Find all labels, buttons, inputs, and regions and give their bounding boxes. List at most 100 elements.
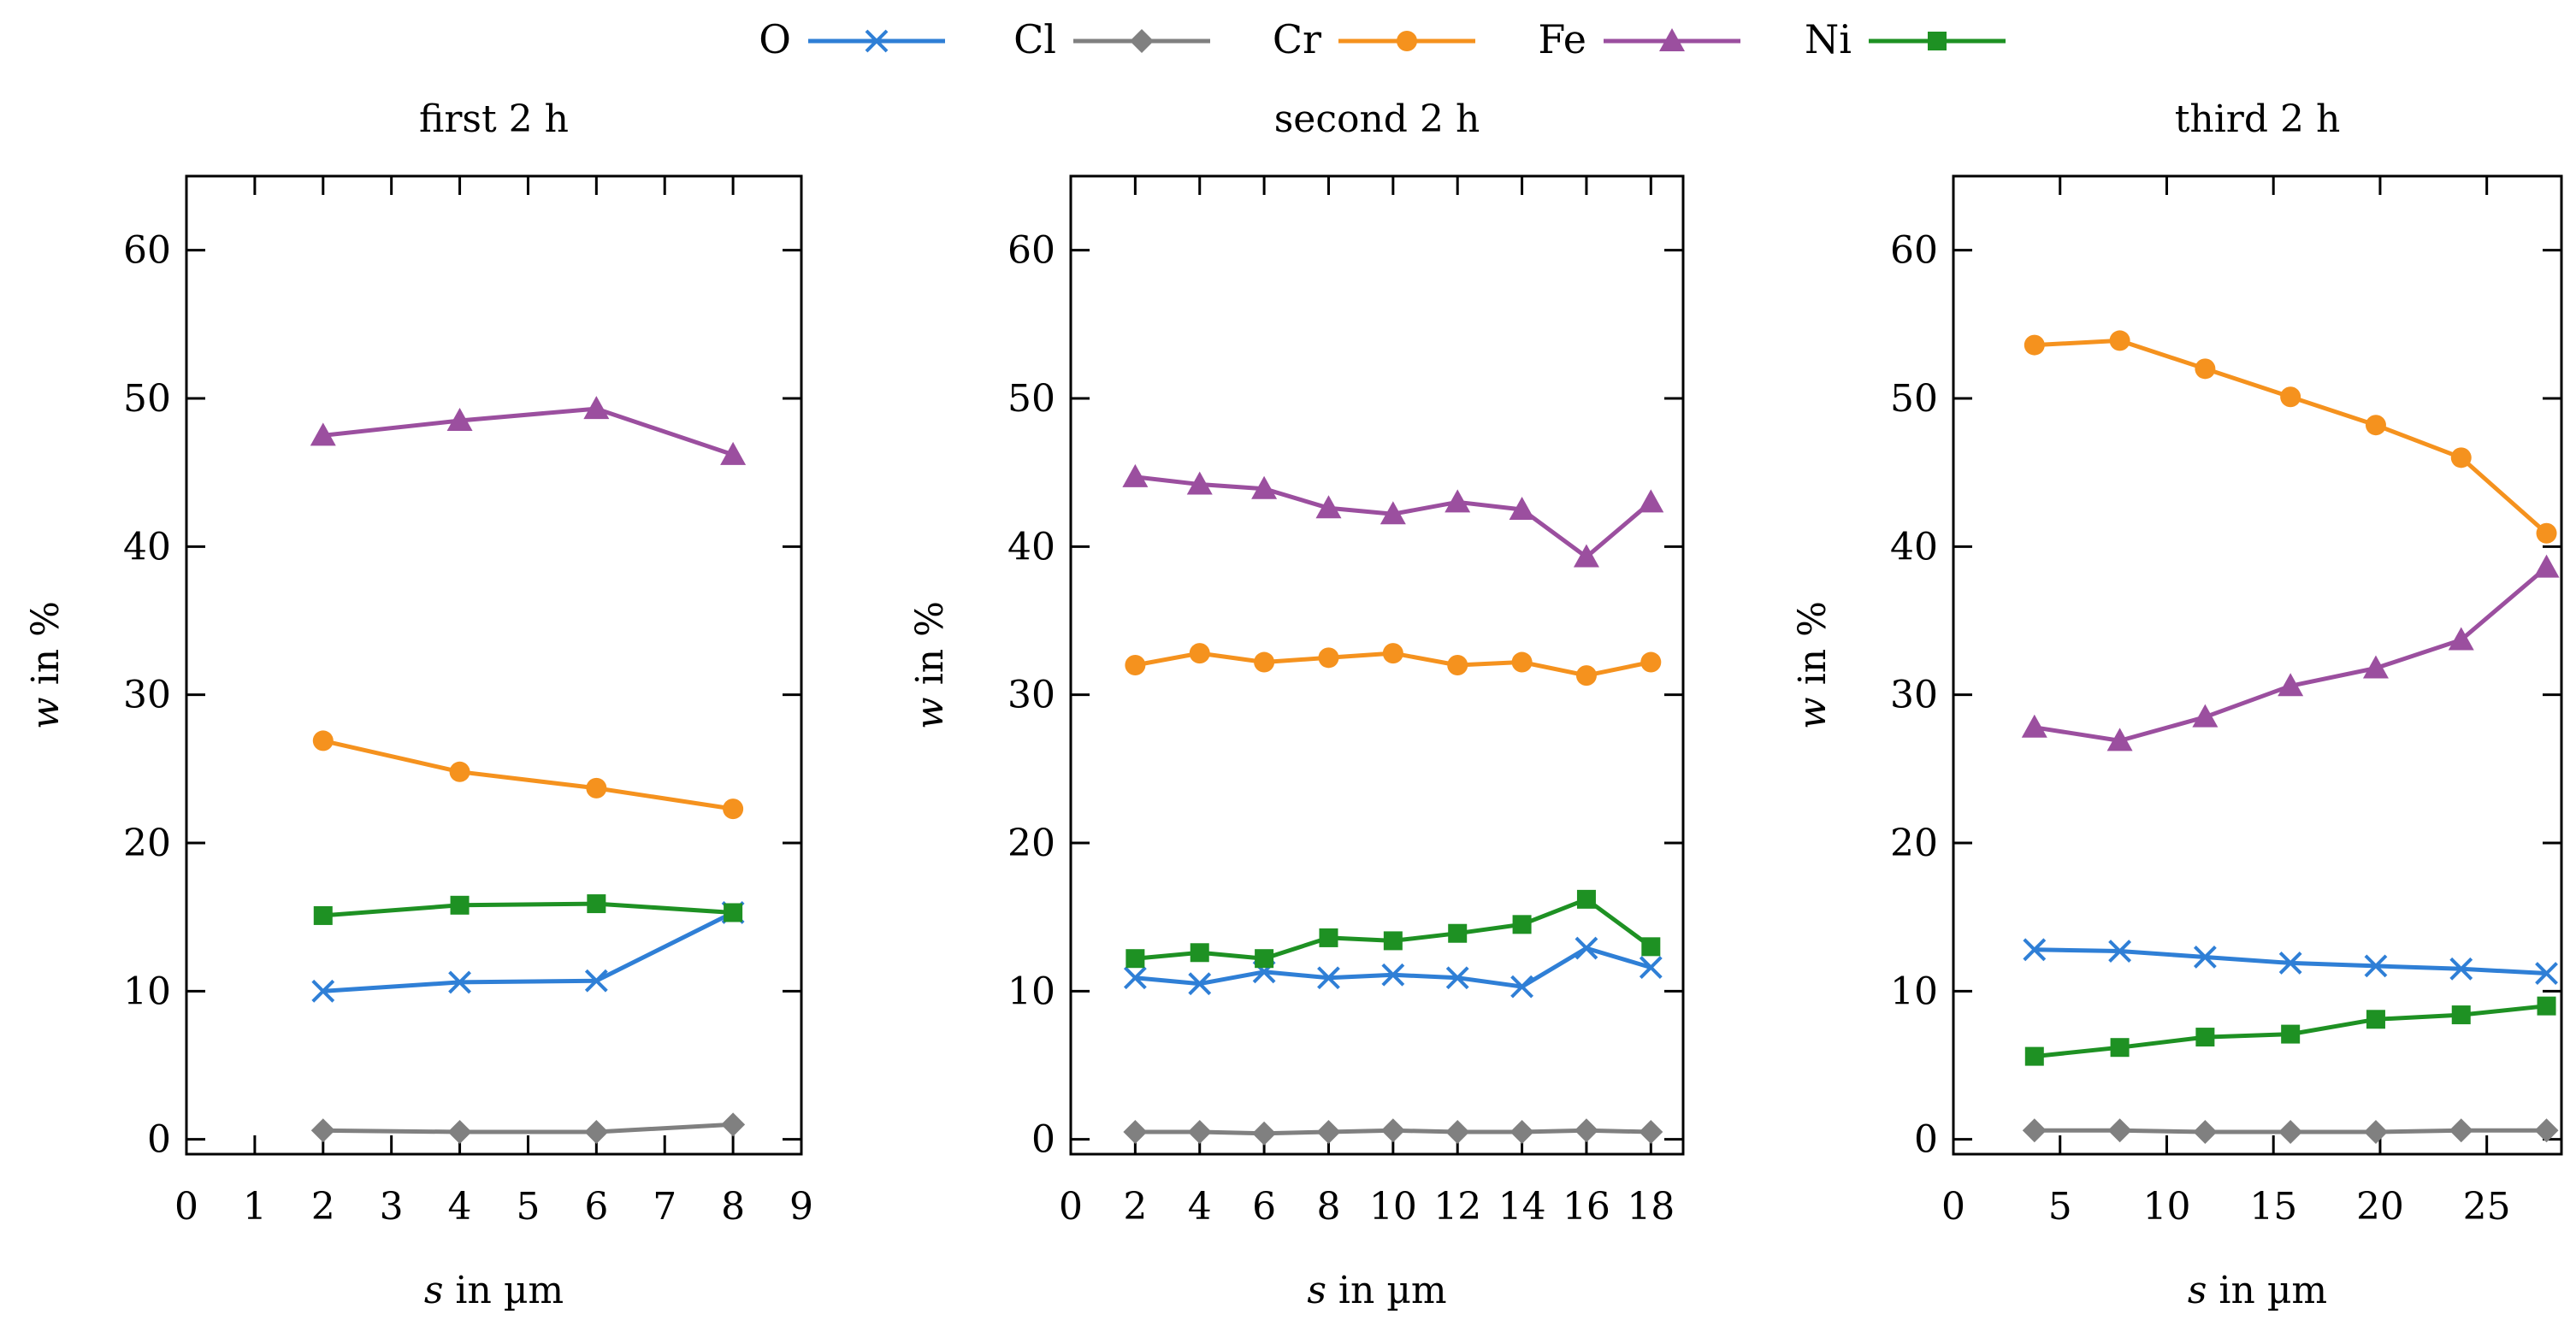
panel-title: third 2 h xyxy=(2175,97,2341,141)
series-cr xyxy=(2024,330,2557,544)
x-tick-label: 7 xyxy=(653,1185,676,1229)
data-point-o xyxy=(1575,936,1598,960)
data-point-cl xyxy=(2022,1118,2047,1143)
y-tick-label: 0 xyxy=(1031,1118,1055,1162)
data-point-o xyxy=(311,979,335,1003)
data-point-ni xyxy=(1383,931,1403,951)
data-point-fe xyxy=(1251,475,1278,499)
x-axis-variable: s xyxy=(1307,1269,1326,1312)
x-tick-label: 6 xyxy=(1252,1185,1276,1229)
data-point-ni xyxy=(1641,937,1661,957)
data-point-o xyxy=(2449,957,2473,981)
series-line-fe xyxy=(2034,565,2549,743)
legend-marker xyxy=(1397,31,1417,51)
x-tick-label: 5 xyxy=(516,1185,540,1229)
data-point-o xyxy=(1639,956,1663,980)
data-point-cr xyxy=(723,799,744,820)
series-cr xyxy=(1125,643,1662,687)
legend-marker xyxy=(1130,29,1154,53)
y-axis-unit: in % xyxy=(1791,601,1835,697)
data-point-cr xyxy=(1318,647,1339,669)
data-point-fe xyxy=(1509,497,1535,520)
series-line-o xyxy=(322,911,735,993)
y-tick-label: 40 xyxy=(123,525,171,569)
series-cl xyxy=(310,1112,746,1144)
data-point-o xyxy=(584,969,608,993)
series-o xyxy=(311,901,745,1003)
x-tick-label: 8 xyxy=(1316,1185,1340,1229)
data-point-cl xyxy=(1187,1120,1212,1144)
data-point-ni xyxy=(2024,1046,2044,1066)
data-point-cr xyxy=(312,730,334,751)
series-line-ni xyxy=(322,901,734,918)
data-point-cr xyxy=(2450,447,2472,469)
data-point-ni xyxy=(2110,1038,2130,1058)
data-point-o xyxy=(2278,951,2302,975)
data-point-cl xyxy=(1380,1118,1405,1143)
plot-frame xyxy=(1069,174,1685,1156)
y-tick-label: 20 xyxy=(1890,822,1938,865)
series-fe xyxy=(2021,554,2560,751)
data-point-cr xyxy=(1640,651,1662,673)
x-tick-label: 20 xyxy=(2356,1185,2404,1229)
data-point-cl xyxy=(721,1112,746,1137)
panel-title: first 2 h xyxy=(419,97,569,141)
plot-frame xyxy=(185,174,803,1156)
data-point-cr xyxy=(2024,334,2045,356)
legend-label: Fe xyxy=(1538,16,1586,62)
data-point-cl xyxy=(1252,1121,1277,1146)
y-axis-variable: w xyxy=(1791,697,1835,729)
data-point-cl xyxy=(2534,1118,2559,1143)
data-point-o xyxy=(2108,940,2132,963)
data-point-cr xyxy=(449,761,470,782)
data-point-fe xyxy=(720,441,747,465)
data-point-cl xyxy=(1510,1120,1534,1144)
series-fe xyxy=(1122,463,1664,568)
series-o xyxy=(1123,936,1663,999)
data-point-cr xyxy=(1575,665,1597,687)
data-point-fe xyxy=(2448,627,2474,651)
data-point-o xyxy=(2193,946,2217,969)
legend-marker xyxy=(1659,28,1685,51)
x-tick-label: 9 xyxy=(789,1185,813,1229)
data-point-o xyxy=(1510,975,1533,999)
data-point-ni xyxy=(2537,996,2556,1016)
y-tick-label: 0 xyxy=(1914,1118,1938,1162)
y-tick-label: 60 xyxy=(1890,229,1938,273)
data-point-cl xyxy=(1316,1120,1341,1144)
y-axis-unit: in % xyxy=(908,601,952,697)
y-tick-label: 10 xyxy=(1007,969,1055,1013)
y-tick-label: 20 xyxy=(123,822,171,865)
x-tick-label: 18 xyxy=(1627,1185,1675,1229)
x-tick-label: 4 xyxy=(1188,1185,1212,1229)
data-point-ni xyxy=(450,895,470,915)
data-point-cr xyxy=(1189,643,1210,664)
legend-label: Cr xyxy=(1273,16,1321,62)
data-point-fe xyxy=(446,408,473,431)
data-point-ni xyxy=(1319,928,1338,947)
data-point-cr xyxy=(1511,651,1533,673)
data-point-ni xyxy=(1512,915,1532,934)
data-point-ni xyxy=(2451,1005,2471,1025)
y-tick-label: 40 xyxy=(1890,525,1938,569)
y-tick-label: 0 xyxy=(147,1118,171,1162)
data-point-fe xyxy=(1186,471,1213,495)
data-point-cr xyxy=(1382,643,1403,664)
data-point-cr xyxy=(2365,415,2386,436)
series-fe xyxy=(310,396,747,465)
data-point-cl xyxy=(310,1118,335,1143)
data-point-cr xyxy=(1447,655,1468,675)
data-point-fe xyxy=(1573,544,1599,568)
y-axis-title: w in % xyxy=(908,601,952,729)
series-ni xyxy=(1126,889,1661,969)
x-axis-unit: in µm xyxy=(2207,1269,2327,1312)
legend-item-cl: Cl xyxy=(1013,16,1210,62)
y-tick-label: 30 xyxy=(1007,674,1055,717)
data-point-o xyxy=(1445,966,1469,990)
data-point-fe xyxy=(583,396,610,420)
data-point-cr xyxy=(2536,522,2557,544)
x-tick-label: 0 xyxy=(174,1185,198,1229)
data-point-ni xyxy=(2195,1028,2215,1047)
legend-label: O xyxy=(759,16,791,62)
